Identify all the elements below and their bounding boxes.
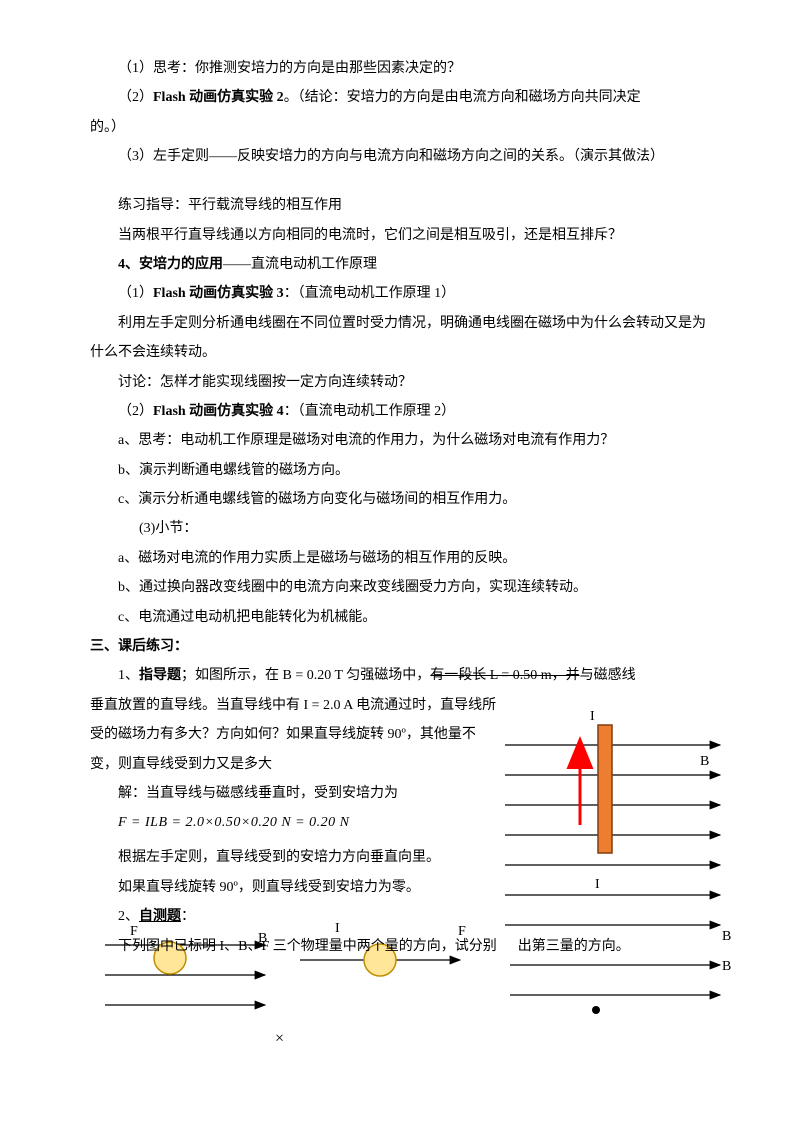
label-B-right2: B: [722, 959, 731, 974]
para-5: 当两根平行直导线通以方向相同的电流时，它们之间是相互吸引，还是相互排斥？: [90, 221, 710, 250]
para-8: 利用左手定则分析通电线圈在不同位置时受力情况，明确通电线圈在磁场中为什么会转动又…: [90, 309, 710, 368]
q1-line3: 根据左手定则，直导线受到的安培力方向垂直向里。: [90, 843, 710, 872]
para-14: (3)小节：: [90, 514, 710, 543]
q1-line1: 1、指导题；如图所示，在 B = 0.20 T 匀强磁场中，有一段长 L = 0…: [90, 661, 710, 690]
para-13: c、演示分析通电螺线管的磁场方向变化与磁场间的相互作用力。: [90, 485, 710, 514]
x-mark-symbol: ×: [275, 1030, 284, 1048]
para-9: 讨论：怎样才能实现线圈按一定方向连续转动？: [90, 368, 710, 397]
para-16: b、通过换向器改变线圈中的电流方向来改变线圈受力方向，实现连续转动。: [90, 573, 710, 602]
para-11: a、思考：电动机工作原理是磁场对电流的作用力，为什么磁场对电流有作用力？: [90, 426, 710, 455]
para-4: 练习指导：平行载流导线的相互作用: [90, 191, 710, 220]
para-6: 4、安培力的应用——直流电动机工作原理: [90, 250, 710, 279]
q1-line2: 垂直放置的直导线。当直导线中有 I = 2.0 A 电流通过时，直导线所受的磁场…: [90, 691, 710, 779]
q2-line2: 下列图中已标明 I、B、F 三个物理量中两个量的方向，试分别 出第三量的方向。: [90, 932, 710, 961]
para-15: a、磁场对电流的作用力实质上是磁场与磁场的相互作用的反映。: [90, 544, 710, 573]
para-12: b、演示判断通电螺线管的磁场方向。: [90, 456, 710, 485]
document-page: （1）思考：你推测安培力的方向是由那些因素决定的？ （2）Flash 动画仿真实…: [0, 0, 800, 961]
para-2b: 的。）: [90, 113, 710, 142]
q1-solution: 解：当直导线与磁感线垂直时，受到安培力为: [90, 779, 710, 808]
para-7: （1）Flash 动画仿真实验 3：（直流电动机工作原理 1）: [90, 279, 710, 308]
q1-line4: 如果直导线旋转 90º，则直导线受到安培力为零。: [90, 873, 710, 902]
para-10: （2）Flash 动画仿真实验 4：（直流电动机工作原理 2）: [90, 397, 710, 426]
para-17: c、电流通过电动机把电能转化为机械能。: [90, 603, 710, 632]
para-1: （1）思考：你推测安培力的方向是由那些因素决定的？: [90, 54, 710, 83]
para-2: （2）Flash 动画仿真实验 2。（结论：安培力的方向是由电流方向和磁场方向共…: [90, 83, 710, 112]
section-heading: 三、课后练习：: [90, 632, 710, 661]
q2-line1: 2、自测题：: [90, 902, 710, 931]
para-3: （3）左手定则——反映安培力的方向与电流方向和磁场方向之间的关系。（演示其做法）: [90, 142, 710, 171]
q1-equation: F = ILB = 2.0×0.50×0.20 N = 0.20 N: [90, 808, 710, 837]
